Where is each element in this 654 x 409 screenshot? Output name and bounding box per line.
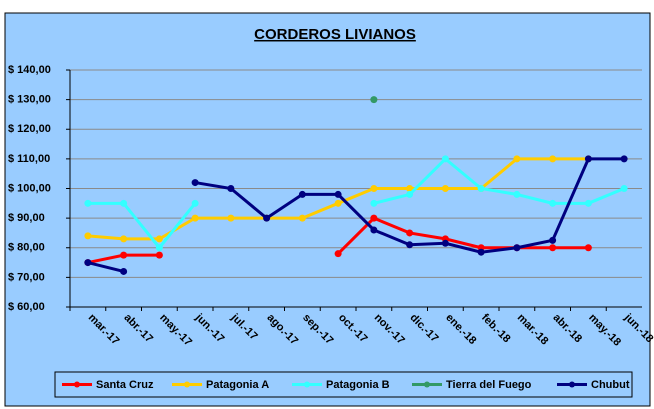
point xyxy=(620,185,628,192)
point xyxy=(620,155,628,163)
y-tick-label: $ 110,00 xyxy=(8,153,50,165)
legend-marker xyxy=(424,381,430,388)
point xyxy=(584,244,592,252)
point xyxy=(120,267,128,275)
point xyxy=(334,199,342,207)
y-tick-label: $ 90,00 xyxy=(8,212,45,224)
point xyxy=(155,235,163,243)
legend-label: Chubut xyxy=(591,379,630,391)
legend-label: Patagonia B xyxy=(326,379,390,391)
point xyxy=(477,185,485,192)
point xyxy=(513,190,521,198)
y-tick-label: $ 70,00 xyxy=(8,271,45,283)
y-tick-label: $ 120,00 xyxy=(8,123,51,135)
point xyxy=(227,214,235,222)
point xyxy=(406,185,414,192)
point xyxy=(406,241,414,249)
chart-area xyxy=(4,12,651,407)
legend-marker xyxy=(304,381,310,388)
point xyxy=(155,244,163,252)
point xyxy=(120,251,128,259)
point xyxy=(370,96,378,104)
y-tick-label: $ 80,00 xyxy=(8,242,45,254)
point xyxy=(441,155,449,163)
point xyxy=(584,199,592,207)
point xyxy=(441,185,449,192)
legend-label: Santa Cruz xyxy=(96,379,154,391)
point xyxy=(155,251,163,259)
series-line xyxy=(87,261,124,273)
series-line xyxy=(337,216,589,255)
point xyxy=(334,250,342,258)
point xyxy=(191,179,199,187)
point xyxy=(298,214,306,222)
point xyxy=(513,155,521,163)
legend-marker xyxy=(74,381,80,388)
point xyxy=(84,199,92,207)
y-tick-label: $ 100,00 xyxy=(8,182,51,194)
point xyxy=(120,199,128,207)
point xyxy=(441,239,449,247)
y-tick-label: $ 130,00 xyxy=(8,94,51,106)
legend-marker xyxy=(569,381,575,388)
point xyxy=(549,244,557,252)
point xyxy=(477,248,485,256)
legend-label: Tierra del Fuego xyxy=(446,379,532,391)
point xyxy=(406,190,414,198)
point xyxy=(370,185,378,192)
point xyxy=(84,232,92,240)
point xyxy=(549,199,557,207)
chart-title: CORDEROS LIVIANOS xyxy=(254,26,416,43)
legend-label: Patagonia A xyxy=(206,379,269,391)
point xyxy=(584,155,592,163)
series-line xyxy=(373,156,625,205)
legend-box xyxy=(54,371,633,398)
y-tick-label: $ 140,00 xyxy=(8,64,51,76)
point xyxy=(370,226,378,234)
point xyxy=(370,199,378,207)
point xyxy=(298,190,306,198)
point xyxy=(370,214,378,222)
series-line xyxy=(87,201,197,251)
point xyxy=(263,214,271,222)
point xyxy=(406,229,414,237)
point xyxy=(227,185,235,192)
point xyxy=(549,155,557,163)
point xyxy=(549,236,557,244)
point xyxy=(84,259,92,267)
y-tick-label: $ 60,00 xyxy=(8,301,45,313)
point xyxy=(334,190,342,198)
point xyxy=(191,214,199,222)
point xyxy=(513,244,521,252)
point xyxy=(120,235,128,243)
point xyxy=(191,199,199,207)
legend-marker xyxy=(184,381,190,388)
